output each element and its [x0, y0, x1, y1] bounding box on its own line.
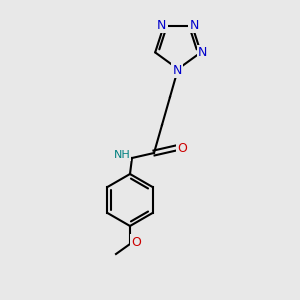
Text: N: N: [189, 19, 199, 32]
Text: O: O: [177, 142, 187, 154]
Text: N: N: [172, 64, 182, 76]
Text: O: O: [131, 236, 141, 248]
Text: N: N: [198, 46, 208, 59]
Text: N: N: [157, 19, 167, 32]
Text: NH: NH: [114, 150, 130, 160]
